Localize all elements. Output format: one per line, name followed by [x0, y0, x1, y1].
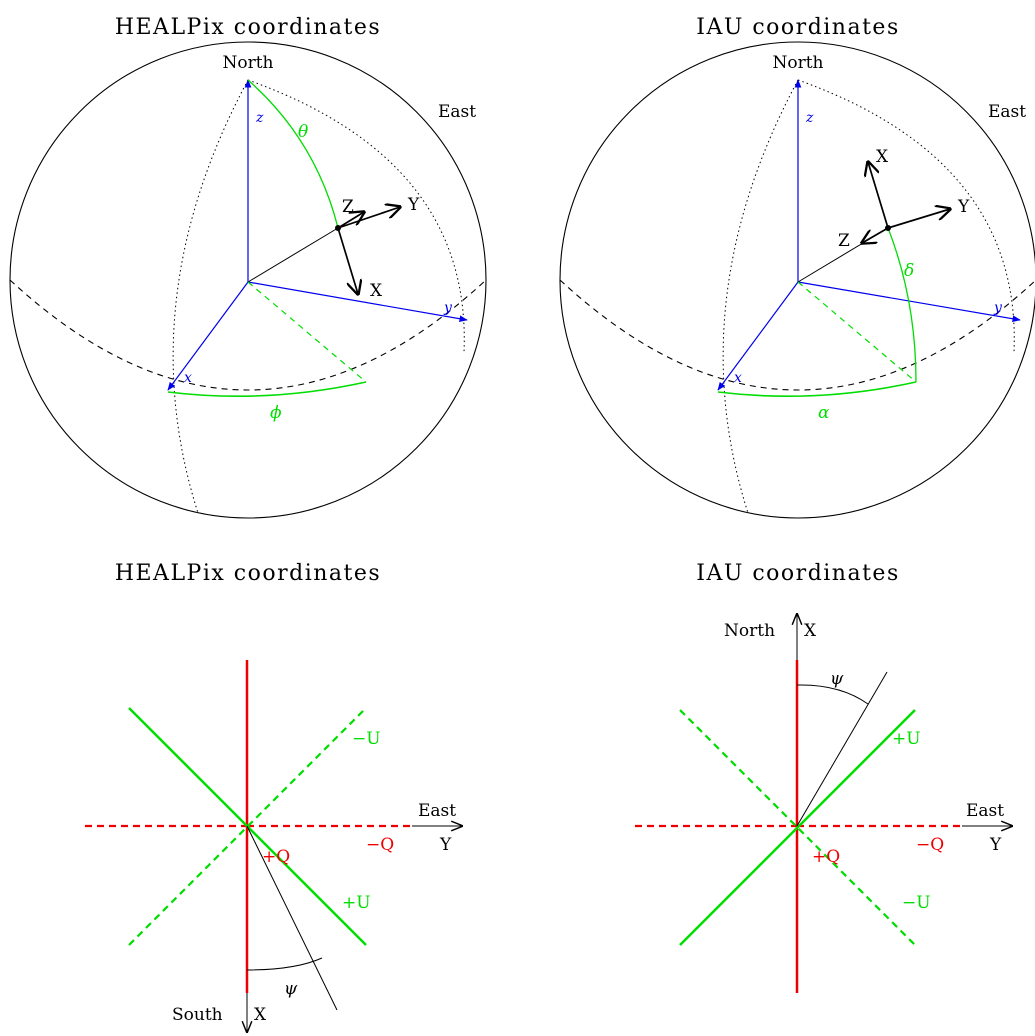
healpix-sphere-title: HEALPix coordinates — [115, 15, 381, 40]
plus-q-label: +Q — [262, 847, 290, 867]
axis-y — [247, 281, 468, 323]
plus-q-label: +Q — [812, 847, 840, 867]
east-label: East — [438, 102, 476, 122]
equator — [9, 279, 487, 391]
psi-label: ψ — [284, 979, 298, 999]
axis-x — [717, 281, 799, 391]
axis-y-label: y — [993, 300, 1003, 316]
basis-z-arrow — [337, 212, 364, 229]
east-label: East — [418, 801, 456, 821]
minus-u-line — [128, 707, 367, 946]
healpix-pol-panel: HEALPix coordinates East Y South X +Q −Q… — [85, 561, 462, 1032]
basis-z-label: Z — [838, 231, 850, 251]
plus-u-label: +U — [342, 893, 371, 913]
basis-x-arrow — [868, 162, 889, 229]
psi-arc — [796, 684, 869, 705]
basis-x-arrow — [337, 227, 358, 294]
basis-y-arrow — [887, 209, 950, 229]
psi-arc — [246, 957, 323, 971]
axis-z-label: z — [805, 110, 814, 126]
basis-z-arrow — [862, 227, 889, 243]
axis-y-label: y — [443, 300, 453, 316]
basis-x-label: X — [370, 281, 383, 301]
meridian-right — [797, 79, 1015, 353]
iau-sphere-title: IAU coordinates — [696, 15, 900, 40]
x-axis-label: X — [804, 621, 817, 641]
axis-x-label: x — [184, 370, 192, 386]
theta-label: θ — [298, 122, 308, 142]
y-axis-label: Y — [989, 835, 1002, 855]
north-label: North — [772, 53, 823, 73]
east-label: East — [966, 801, 1004, 821]
phi-label: ϕ — [270, 403, 282, 423]
radius-line — [247, 227, 339, 283]
psi-label: ψ — [830, 669, 844, 689]
iau-pol-title: IAU coordinates — [696, 561, 900, 586]
north-label: North — [724, 621, 775, 641]
axis-x-label: x — [734, 370, 742, 386]
healpix-pol-title: HEALPix coordinates — [115, 561, 381, 586]
plus-u-line — [679, 709, 916, 946]
east-label: East — [988, 102, 1026, 122]
theta-arc — [247, 79, 339, 229]
ra-label: α — [818, 403, 830, 423]
phi-arc — [167, 381, 367, 398]
ra-arc — [717, 381, 917, 398]
basis-x-label: X — [876, 147, 889, 167]
plus-u-label: +U — [892, 729, 921, 749]
basis-y-label: Y — [407, 195, 420, 215]
north-label: North — [222, 53, 273, 73]
axis-x — [167, 281, 249, 391]
minus-q-label: −Q — [916, 835, 944, 855]
dec-label: δ — [904, 261, 914, 281]
projection-line — [247, 281, 367, 383]
minus-u-label: −U — [902, 893, 931, 913]
iau-pol-panel: IAU coordinates North X East Y +Q −Q +U … — [635, 561, 1012, 993]
south-label: South — [172, 1005, 223, 1025]
healpix-sphere-panel: HEALPix coordinates North East z y x θ ϕ… — [9, 15, 487, 519]
basis-y-label: Y — [957, 197, 970, 217]
projection-line — [797, 281, 917, 383]
meridian-left — [172, 79, 249, 514]
meridian-left — [722, 79, 799, 514]
psi-direction-line — [246, 825, 338, 1011]
dec-arc — [887, 227, 917, 383]
axis-z-label: z — [255, 110, 264, 126]
x-axis-label: X — [254, 1005, 267, 1025]
minus-u-line — [679, 709, 916, 946]
minus-u-label: −U — [352, 729, 381, 749]
equator — [559, 279, 1035, 391]
psi-direction-line — [796, 671, 888, 827]
y-axis-label: Y — [439, 835, 452, 855]
iau-sphere-panel: IAU coordinates North East z y x δ α Y X… — [559, 15, 1035, 519]
basis-z-label: Z — [342, 197, 354, 217]
minus-q-label: −Q — [366, 835, 394, 855]
